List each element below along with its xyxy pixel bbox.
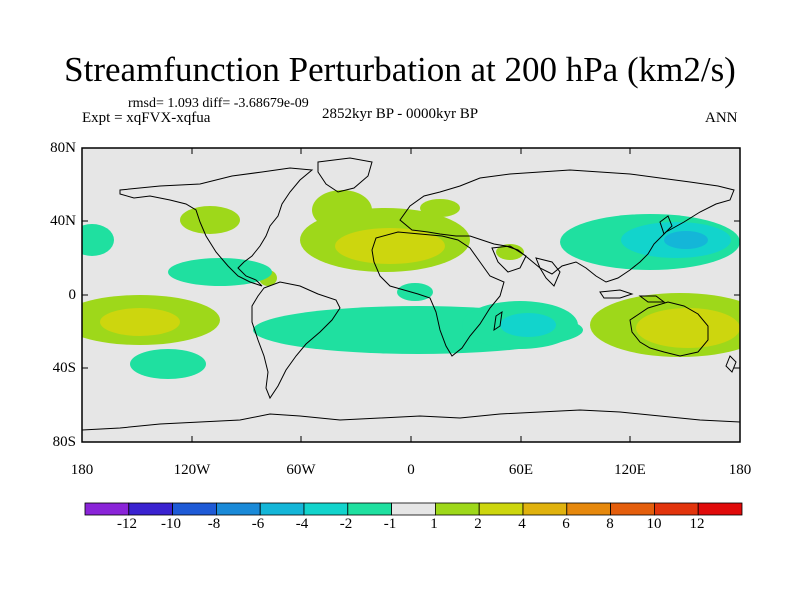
colorbar-label: -4 <box>295 516 309 532</box>
lat-label-40s: 40S <box>52 360 76 376</box>
colorbar-label: -1 <box>383 516 397 532</box>
colorbar-box <box>434 502 480 516</box>
anomaly-positive-atlantic-core <box>335 228 445 264</box>
colorbar-box <box>654 502 699 516</box>
anomaly-negative-south-pacific <box>130 349 206 379</box>
anomaly-negative-west-pacific <box>82 224 114 256</box>
lat-label-40n: 40N <box>50 213 76 229</box>
coast-south-america <box>251 281 341 400</box>
lat-label-80n: 80N <box>50 140 76 156</box>
lon-label-180e: 180 <box>728 462 752 478</box>
colorbar-box <box>84 502 130 516</box>
colorbar-label: 4 <box>518 516 526 532</box>
lat-label-80s: 80S <box>52 434 76 450</box>
coastlines <box>82 157 740 431</box>
colorbar-label: 1 <box>430 516 438 532</box>
coast-australia <box>629 301 709 357</box>
colorbar-box <box>566 502 611 516</box>
lon-label-0: 0 <box>407 462 415 478</box>
colorbar-label: 6 <box>562 516 570 532</box>
colorbar-label: 10 <box>646 516 662 532</box>
anomaly-positive-npacific <box>180 206 240 234</box>
anomaly-positive-spacific-east-core <box>636 308 740 348</box>
stats-text: rmsd= 1.093 diff= -3.68679e-09 <box>128 96 309 111</box>
anomaly-positive-arabia <box>496 244 524 260</box>
lat-label-eq: 0 <box>68 287 77 303</box>
coast-greenland <box>317 157 373 193</box>
colorbar-box <box>522 502 568 516</box>
colorbar-box <box>347 502 392 516</box>
lon-label-120w: 120W <box>173 462 211 478</box>
axis-ticks <box>81 147 741 443</box>
coast-madagascar <box>493 310 503 332</box>
coast-europe-asia <box>399 169 735 283</box>
anomaly-negative-npacific-core <box>664 231 708 249</box>
anomaly-negative-indian-mid <box>500 313 556 337</box>
colorbar-label: 8 <box>606 516 614 532</box>
colorbar-label: -12 <box>117 516 137 532</box>
colorbar-box <box>478 502 524 516</box>
coast-new-zealand <box>725 355 737 373</box>
coast-indonesia <box>599 289 666 303</box>
anomaly-fields <box>82 190 740 379</box>
lon-label-120e: 120E <box>614 462 646 478</box>
colorbar-box <box>172 502 217 516</box>
coast-arabia-india <box>491 245 561 287</box>
colorbar-label: 2 <box>474 516 482 532</box>
period-label: 2852kyr BP - 0000kyr BP <box>322 106 479 122</box>
colorbar-label: -8 <box>207 516 221 532</box>
colorbar-box <box>259 502 305 516</box>
colorbar-box <box>610 502 655 516</box>
anomaly-negative-north-africa <box>397 283 433 301</box>
colorbar-box <box>391 502 436 516</box>
lon-label-60w: 60W <box>286 462 316 478</box>
anomaly-positive-natlantic <box>312 190 372 230</box>
colorbar <box>84 502 743 516</box>
colorbar-box <box>215 502 261 516</box>
coast-antarctica <box>82 409 740 431</box>
colorbar-box <box>128 502 174 516</box>
anomaly-negative-central-pacific <box>168 258 272 286</box>
colorbar-label: -6 <box>251 516 265 532</box>
coast-north-america <box>119 167 314 287</box>
experiment-label: Expt = xqFVX-xqfua <box>82 110 211 126</box>
coast-japan <box>659 215 673 235</box>
anomaly-positive-eurasia <box>420 199 460 217</box>
season-label: ANN <box>705 110 738 126</box>
coast-africa <box>371 231 505 357</box>
colorbar-box <box>303 502 349 516</box>
anomaly-positive-spacific-west-core <box>100 308 180 336</box>
colorbar-label: 12 <box>689 516 705 532</box>
lon-label-60e: 60E <box>508 462 534 478</box>
plot-title: Streamfunction Perturbation at 200 hPa (… <box>64 50 736 89</box>
colorbar-box <box>697 502 743 516</box>
lon-label-180w: 180 <box>70 462 94 478</box>
colorbar-label: -10 <box>161 516 181 532</box>
colorbar-label: -2 <box>339 516 353 532</box>
